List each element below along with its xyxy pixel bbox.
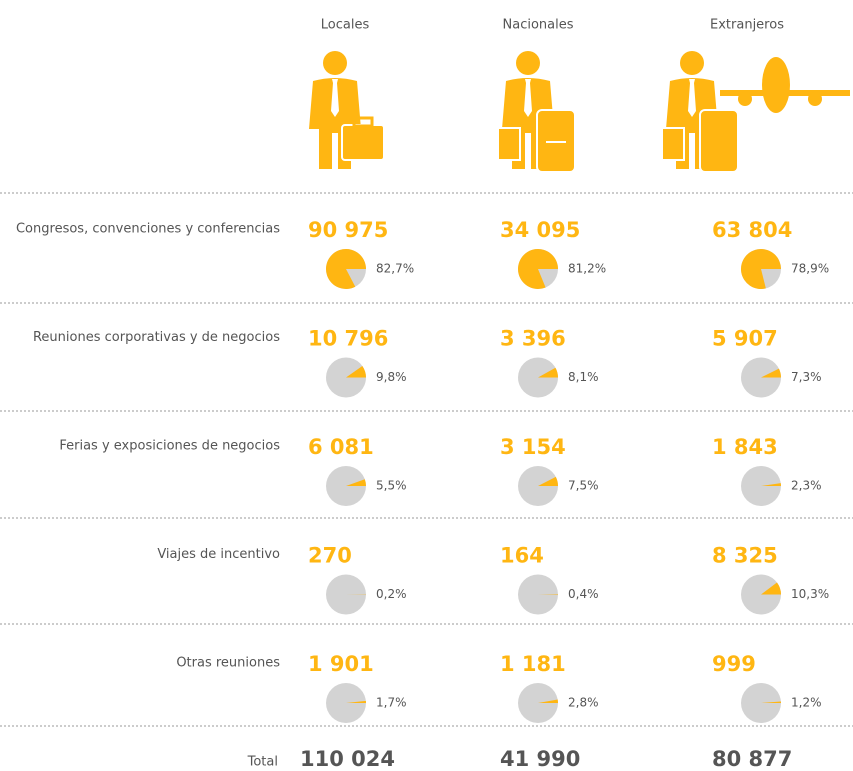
value: 1 843 [712,435,778,459]
pie-slice [326,248,366,289]
row-label: Ferias y exposiciones de negocios [59,439,280,454]
pie-slice [538,699,558,703]
value: 999 [712,652,756,676]
pie-slice [761,582,781,595]
total-value: 41 990 [500,747,580,771]
value: 164 [500,544,544,568]
column-header: Extranjeros [710,18,784,33]
share-label: 82,7% [376,262,414,276]
column-header: Nacionales [503,18,574,33]
pie-slice [346,365,366,378]
pie-slice [741,249,781,289]
share-label: 0,4% [568,587,599,601]
row-label: Congresos, convenciones y conferencias [16,222,280,237]
value: 34 095 [500,218,580,242]
value: 3 396 [500,327,566,351]
share-label: 9,8% [376,370,407,384]
value: 6 081 [308,435,374,459]
pie-slice [761,368,781,378]
total-value: 80 877 [712,747,792,771]
share-label: 0,2% [376,587,407,601]
value: 63 804 [712,218,792,242]
share-label: 7,3% [791,370,822,384]
pie-slice [538,476,558,486]
row-label: Otras reuniones [176,656,280,671]
pie-slice [346,479,366,486]
total-value: 110 024 [300,747,395,771]
value: 1 901 [308,652,374,676]
share-label: 2,3% [791,479,822,493]
share-label: 81,2% [568,262,606,276]
total-label: Total [247,755,278,770]
share-label: 8,1% [568,370,599,384]
value: 3 154 [500,435,566,459]
share-label: 78,9% [791,262,829,276]
share-label: 1,7% [376,696,407,710]
share-label: 1,2% [791,696,822,710]
pie-slice [518,249,558,290]
pie-slice [346,700,366,703]
value: 10 796 [308,327,388,351]
value: 270 [308,544,352,568]
value: 1 181 [500,652,566,676]
pie-slice [538,367,558,378]
value: 5 907 [712,327,778,351]
share-label: 7,5% [568,479,599,493]
share-label: 2,8% [568,696,599,710]
pie-slice [538,593,558,595]
column-header: Locales [321,18,370,33]
share-label: 5,5% [376,479,407,493]
pie-slice [761,483,781,486]
value: 8 325 [712,544,778,568]
value: 90 975 [308,218,388,242]
share-label: 10,3% [791,587,829,601]
row-label: Viajes de incentivo [157,547,280,562]
row-label: Reuniones corporativas y de negocios [33,330,280,345]
pie-slice [761,701,781,703]
icons [309,51,850,173]
